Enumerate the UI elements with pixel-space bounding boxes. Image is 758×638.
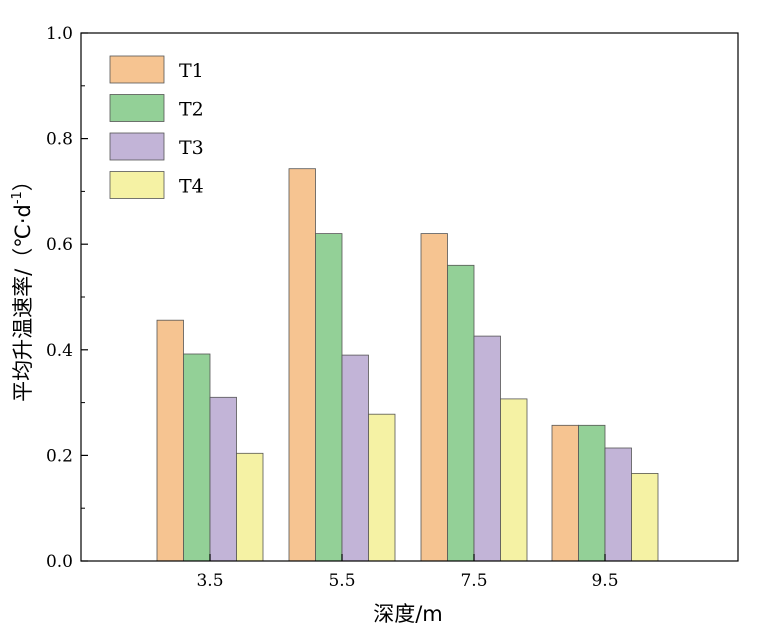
legend-swatch-t2 (109, 94, 165, 122)
axes-group: 0.0 0.2 0.4 0.6 0.8 1.0 3.5 5.5 7.5 9.5 (46, 24, 739, 591)
bar-t1-3-5 (156, 319, 184, 562)
bar-t2-7-5 (447, 264, 475, 562)
bar-t4-9-5 (631, 472, 659, 562)
y-tick-label: 0.2 (46, 446, 73, 466)
y-tick-label: 0.4 (46, 341, 73, 361)
bar-t2-9-5 (578, 424, 606, 562)
legend-swatch-t1 (109, 55, 165, 84)
y-axis-title-end: ） (11, 170, 35, 191)
x-tick-label: 7.5 (460, 571, 487, 591)
y-axis-title-main: 平均升温速率/（℃·d (11, 204, 35, 402)
y-tick-label: 0.0 (46, 552, 73, 572)
legend-label-t3: T3 (179, 137, 204, 159)
x-tick-label: 3.5 (196, 571, 223, 591)
x-tick-label: 9.5 (591, 571, 618, 591)
bar-t3-9-5 (604, 447, 632, 562)
bar-t2-5-5 (315, 233, 343, 562)
y-tick-label: 1.0 (46, 24, 73, 44)
legend-label-t4: T4 (179, 176, 204, 198)
legend-swatch-t4 (109, 171, 165, 199)
bar-t3-5-5 (341, 354, 369, 562)
bar-t1-9-5 (551, 424, 579, 562)
bars-group (156, 168, 659, 562)
bar-t4-7-5 (500, 398, 528, 562)
bar-t3-7-5 (473, 335, 501, 562)
y-axis-title-sup: -1 (10, 191, 25, 204)
x-tick-label: 5.5 (328, 571, 355, 591)
bar-t2-3-5 (183, 353, 211, 562)
bar-t1-5-5 (288, 168, 316, 562)
bar-t1-7-5 (420, 233, 448, 562)
bar-t4-5-5 (368, 413, 396, 562)
x-axis-title: 深度/m (373, 602, 443, 626)
legend-label-t2: T2 (179, 99, 204, 121)
bar-t3-3-5 (209, 396, 237, 562)
y-axis-title: 平均升温速率/（℃·d-1） (10, 170, 35, 402)
legend: T1 T2 T3 T4 (109, 55, 204, 199)
legend-swatch-t3 (109, 132, 165, 161)
y-tick-label: 0.6 (46, 235, 73, 255)
y-tick-label: 0.8 (46, 130, 73, 150)
bar-t4-3-5 (236, 452, 264, 562)
legend-label-t1: T1 (179, 60, 204, 82)
